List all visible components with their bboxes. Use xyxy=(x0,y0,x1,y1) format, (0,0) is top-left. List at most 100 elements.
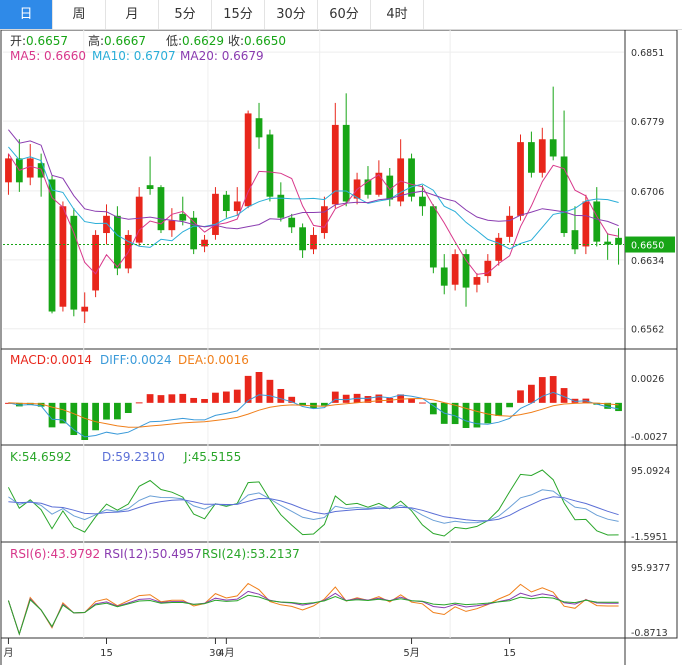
macd-bar xyxy=(135,402,143,404)
candle-body xyxy=(59,206,67,307)
candle-body xyxy=(506,215,513,237)
legend-rsi6: RSI(6):43.9792 xyxy=(10,547,100,561)
macd-bar xyxy=(233,389,241,403)
candle-body xyxy=(299,227,306,251)
legend-dea: DEA:0.0016 xyxy=(178,353,249,367)
macd-bar xyxy=(538,377,546,403)
candle-body xyxy=(364,179,372,195)
macd-bar xyxy=(114,402,121,420)
candle-body xyxy=(386,175,394,200)
macd-bar xyxy=(429,402,437,415)
tab-15min[interactable]: 15分 xyxy=(212,0,265,29)
candle-body xyxy=(571,230,579,250)
rsi6-line xyxy=(7,582,619,636)
macd-bar xyxy=(615,402,622,412)
candle-body xyxy=(310,234,317,250)
candle-body xyxy=(375,172,383,195)
candle-body xyxy=(288,217,296,228)
k-line xyxy=(8,489,619,524)
macd-bar xyxy=(419,402,426,404)
macd-bar xyxy=(506,402,513,408)
x-tick-label: 5月 xyxy=(403,647,419,659)
rsi24-line xyxy=(7,594,619,636)
price-tick-label: 0.6562 xyxy=(631,325,664,336)
macd-bar xyxy=(571,398,579,403)
macd-bar xyxy=(266,379,274,403)
macd-bar xyxy=(451,402,459,425)
macd-bar xyxy=(364,396,372,403)
candle-body xyxy=(212,193,219,235)
macd-bar xyxy=(92,402,99,431)
candle-body xyxy=(48,179,56,312)
candle-body xyxy=(342,124,350,202)
candle-body xyxy=(615,237,622,245)
candle-body xyxy=(538,139,546,173)
ma5-line xyxy=(7,153,619,275)
kline-chart[interactable]: 0.6650 0.6851 0.6779 0.6706 0.6634 0.6562 0.0… xyxy=(0,30,682,670)
dea-line xyxy=(8,397,619,428)
tab-month[interactable]: 月 xyxy=(106,0,159,29)
macd-bar xyxy=(5,402,12,404)
candle-body xyxy=(266,134,274,197)
ma20-line xyxy=(8,129,619,230)
rsi-tick-label: -0.8713 xyxy=(631,628,668,639)
candle-body xyxy=(277,194,285,218)
legend-macd: MACD:0.0014 xyxy=(10,353,92,367)
j-line xyxy=(7,469,619,537)
macd-bar xyxy=(212,392,219,403)
candle-body xyxy=(604,241,612,245)
candle-body xyxy=(408,158,415,197)
tab-day[interactable]: 日 xyxy=(0,0,53,29)
macd-bar xyxy=(59,402,67,424)
candle-body xyxy=(517,142,524,216)
x-tick-label: 4月 xyxy=(218,647,234,659)
candle-body xyxy=(103,215,110,234)
candle-body xyxy=(321,206,328,234)
candle-body xyxy=(440,267,448,286)
candle-body xyxy=(549,139,557,157)
candle-body xyxy=(168,220,176,231)
kdj-tick-label: 95.0924 xyxy=(631,466,670,477)
candle-body xyxy=(233,201,241,212)
x-tick-label: 15 xyxy=(100,648,113,659)
price-tick-label: 0.6634 xyxy=(631,256,664,267)
price-tick-label: 0.6851 xyxy=(631,48,664,59)
legend-close: 收:0.6650 xyxy=(228,34,286,48)
tab-week[interactable]: 周 xyxy=(53,0,106,29)
candle-body xyxy=(331,124,339,205)
macd-bar xyxy=(321,402,328,406)
x-tick-label: 15 xyxy=(503,648,516,659)
legend-d: D:59.2310 xyxy=(102,450,165,464)
macd-bar xyxy=(103,402,110,420)
legend-low: 低:0.6629 xyxy=(166,34,224,48)
tab-60min[interactable]: 60分 xyxy=(318,0,371,29)
candle-body xyxy=(451,254,459,285)
macd-bar xyxy=(484,402,492,424)
macd-bar xyxy=(408,398,415,403)
legend-high: 高:0.6667 xyxy=(88,33,146,48)
macd-bar xyxy=(190,397,198,403)
tab-30min[interactable]: 30分 xyxy=(265,0,318,29)
macd-bar xyxy=(517,390,524,403)
legend-ma20: MA20: 0.6679 xyxy=(180,49,264,63)
tab-5min[interactable]: 5分 xyxy=(159,0,212,29)
candle-body xyxy=(135,196,143,243)
candle-body xyxy=(5,158,12,183)
legend-ma5: MA5: 0.6660 xyxy=(10,49,86,63)
tab-4hour[interactable]: 4时 xyxy=(371,0,424,29)
legend-j: J:45.5155 xyxy=(183,450,241,464)
macd-bar xyxy=(495,402,503,417)
macd-bar xyxy=(81,402,89,440)
candle-body xyxy=(92,234,99,291)
candle-body xyxy=(81,306,89,312)
macd-bar xyxy=(331,391,339,403)
x-tick-label: 月 xyxy=(3,647,13,659)
candle-body xyxy=(157,187,165,231)
candle-body xyxy=(70,215,78,310)
candle-body xyxy=(179,213,187,221)
candle-body xyxy=(397,158,405,202)
macd-bar xyxy=(299,402,306,406)
macd-bar xyxy=(70,402,78,436)
candle-body xyxy=(582,201,590,247)
macd-bar xyxy=(560,388,568,403)
